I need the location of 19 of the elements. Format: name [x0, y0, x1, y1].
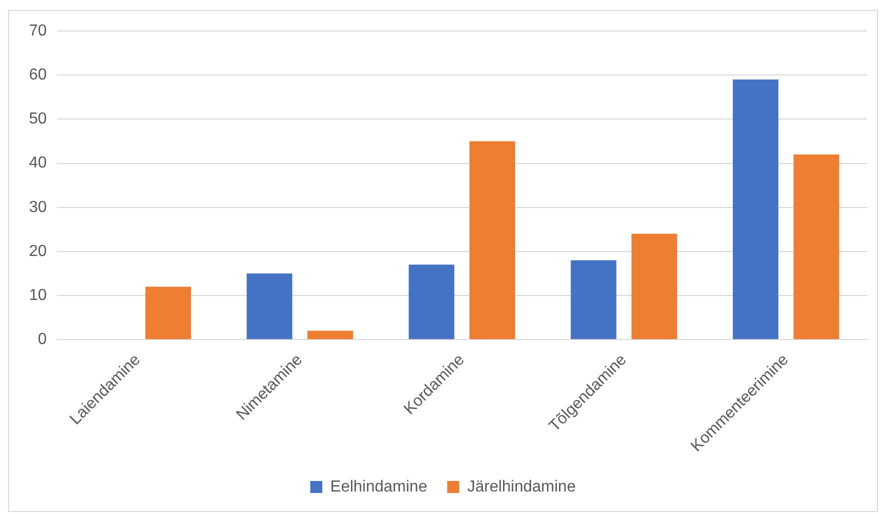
bar	[408, 264, 454, 340]
y-tick-label: 10	[29, 286, 47, 304]
y-tick-label: 70	[29, 22, 47, 40]
bar	[794, 154, 840, 340]
bar	[246, 273, 292, 340]
y-tick-label: 40	[29, 154, 47, 172]
y-tick-label: 30	[29, 198, 47, 216]
bar	[732, 80, 778, 340]
y-tick-label: 0	[38, 331, 47, 348]
y-tick-label: 20	[29, 242, 47, 260]
y-tick-label: 50	[29, 110, 47, 128]
bar	[632, 234, 678, 340]
bar	[469, 141, 516, 340]
legend-label: Järelhindamine	[467, 478, 576, 496]
y-tick-label: 60	[29, 66, 47, 84]
bar	[307, 330, 354, 340]
legend-label: Eelhindamine	[330, 478, 428, 496]
bar	[145, 286, 191, 340]
bar	[570, 260, 616, 340]
